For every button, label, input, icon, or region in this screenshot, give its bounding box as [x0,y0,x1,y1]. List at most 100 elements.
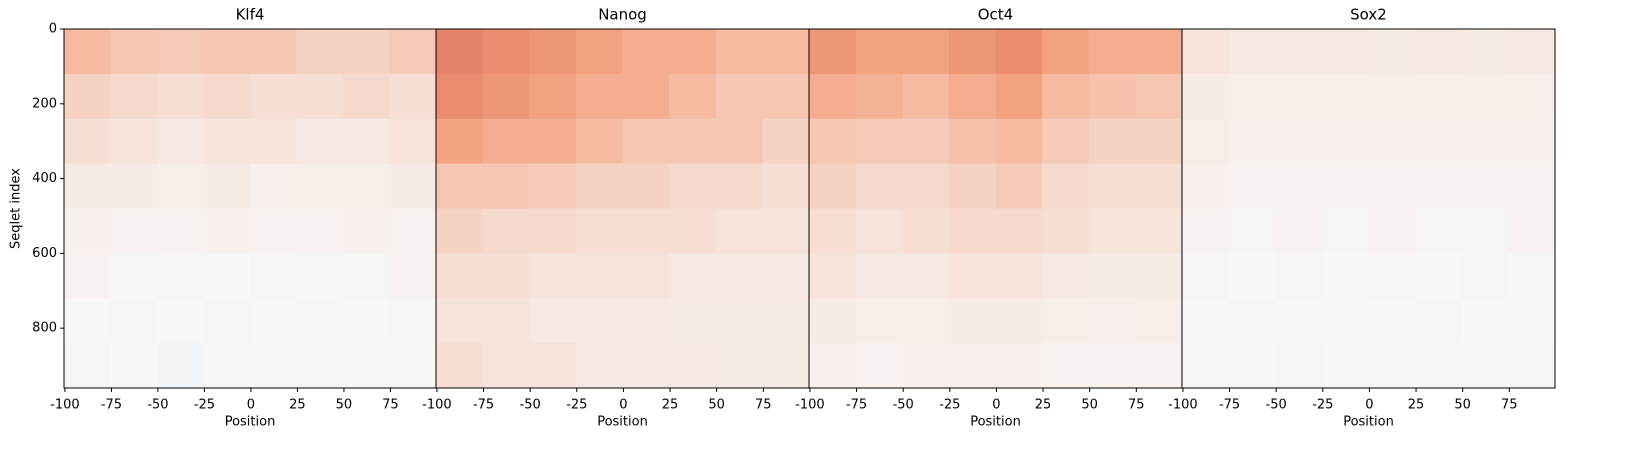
heatmap-cell [296,73,344,120]
heatmap-cell [855,298,903,344]
heatmap-cell [1508,298,1556,344]
heatmap-cell [809,208,857,254]
x-tick-label: -25 [566,398,587,413]
heatmap-cell [1461,343,1509,389]
heatmap-cell [1135,298,1183,344]
heatmap-cell [1368,29,1416,75]
heatmap-cell [343,163,390,209]
heatmap-cell [855,73,903,120]
chart-title: Sox2 [1350,6,1387,24]
heatmap-cell [1461,73,1509,120]
x-tick-label: 25 [1408,398,1425,413]
y-tick-label: 600 [32,246,57,261]
y-tick-label: 200 [32,96,57,111]
heatmap-cell [809,163,857,209]
heatmap-cell [809,29,857,75]
heatmap-cell [995,118,1043,165]
heatmap-cell [1275,118,1323,165]
heatmap-cell [343,29,390,75]
heatmap-cell [389,253,437,299]
heatmap-cell [529,73,577,120]
heatmap-cell [1228,118,1276,165]
heatmap-cell [1042,118,1090,165]
x-tick-label: 0 [247,398,255,413]
heatmap-cell [1368,118,1416,165]
heatmap-cell [622,298,670,344]
heatmap-cell [203,163,251,209]
heatmap-cell [855,208,903,254]
heatmap-cell [762,163,810,209]
heatmap-cell [575,343,623,389]
heatmap-cell [343,208,390,254]
heatmap-cell [1275,298,1323,344]
x-tick-label: 75 [382,398,399,413]
heatmap-cell [110,73,158,120]
heatmap-cell [1228,253,1276,299]
x-tick-label: -25 [939,398,960,413]
heatmap-cell [669,298,717,344]
heatmap-cell [902,29,950,75]
heatmap-cell [296,343,344,389]
heatmap-cell [1182,208,1230,254]
x-tick-label: 50 [1081,398,1098,413]
heatmap-cell [389,163,437,209]
heatmap-cell [809,253,857,299]
heatmap-cell [1321,73,1369,120]
heatmap-cell [110,343,158,389]
heatmap-cell [622,118,670,165]
heatmap-cell [1088,163,1136,209]
heatmap-cell [622,253,670,299]
x-tick-label: 50 [708,398,725,413]
heatmap-cell [1182,298,1230,344]
heatmap-cell [762,118,810,165]
heatmap-cell [1321,29,1369,75]
heatmap-cell [995,253,1043,299]
heatmap-cell [250,343,297,389]
heatmap-cell [343,253,390,299]
heatmap-cell [250,208,297,254]
heatmap-cell [250,73,297,120]
heatmap-cell [715,298,763,344]
heatmap-cell [1042,208,1090,254]
heatmap-cell [296,298,344,344]
heatmap-cell [669,163,717,209]
heatmap-cell [436,343,484,389]
heatmap-cell [1182,118,1230,165]
heatmap-cell [1088,73,1136,120]
x-tick-label: 50 [1454,398,1471,413]
heatmap-cell [250,253,297,299]
heatmap-cell [1042,163,1090,209]
heatmap-cell [715,253,763,299]
heatmap-cell [1461,298,1509,344]
heatmap-cell [64,343,111,389]
heatmap-cell [1508,253,1556,299]
x-tick-label: -50 [520,398,541,413]
heatmap-cell [1368,163,1416,209]
heatmap-cell [64,298,111,344]
heatmap-cell [1508,118,1556,165]
heatmap-cell [855,343,903,389]
heatmap-cell [1088,298,1136,344]
x-tick-label: -100 [795,398,825,413]
heatmap-cell [1508,73,1556,120]
chart-title: Klf4 [236,6,265,24]
heatmap-cell [250,298,297,344]
heatmap-cell [669,208,717,254]
heatmap-cell [575,208,623,254]
heatmap-cell [1088,208,1136,254]
heatmap-cell [250,29,297,75]
heatmap-cell [1461,163,1509,209]
heatmap-cell [1135,253,1183,299]
heatmap-cell [1228,163,1276,209]
heatmap-cell [902,118,950,165]
heatmap-cell [902,343,950,389]
heatmap-cell [1321,298,1369,344]
heatmap-cell [1321,163,1369,209]
heatmap-cell [1228,208,1276,254]
heatmap-cell [529,253,577,299]
heatmap-cell [902,298,950,344]
heatmap-cell [855,118,903,165]
heatmap-cell [389,298,437,344]
heatmap-cell [1275,29,1323,75]
heatmap-cell [64,163,111,209]
